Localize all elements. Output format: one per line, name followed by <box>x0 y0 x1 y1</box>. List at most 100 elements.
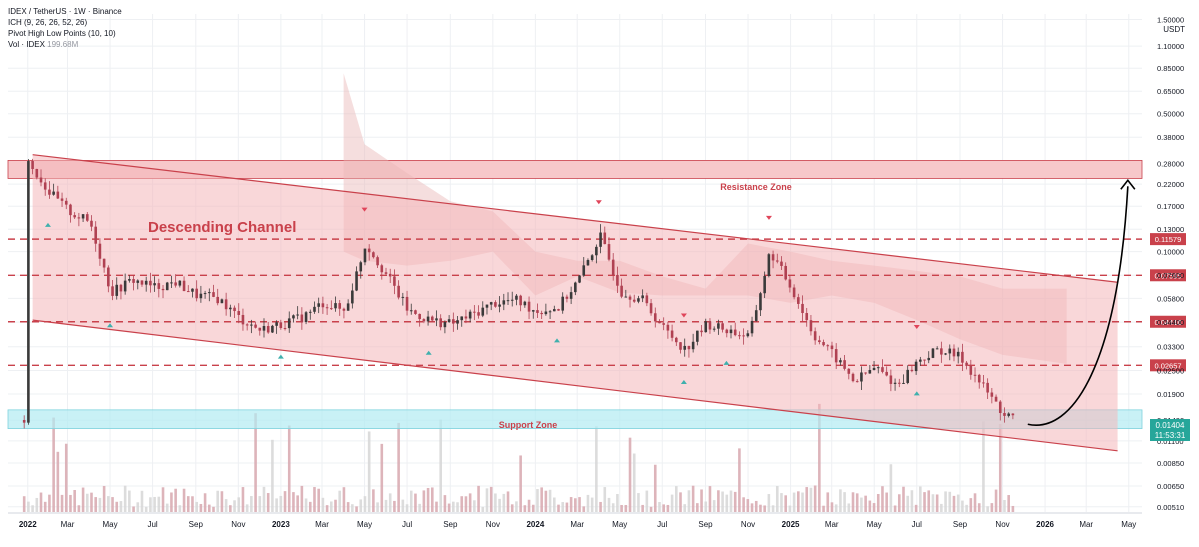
channel-fill <box>32 154 1118 451</box>
candle-body <box>582 265 586 276</box>
volume-bar <box>897 494 901 512</box>
volume-bar <box>191 496 194 512</box>
candle-body <box>687 345 691 350</box>
candle-body <box>48 189 51 195</box>
volume-bar <box>1007 495 1010 512</box>
volume-bar <box>506 491 510 512</box>
volume-bar <box>986 506 989 512</box>
volume-bar <box>313 487 316 512</box>
volume-bar <box>300 485 304 512</box>
volume-bar <box>464 496 468 512</box>
volume-bar <box>876 493 880 512</box>
x-tick-label: Jul <box>912 520 922 529</box>
volume-bar <box>317 488 320 512</box>
volume-bar <box>569 497 573 512</box>
volume-bar <box>102 485 106 512</box>
candle-body <box>182 280 186 292</box>
volume-bar <box>325 505 329 512</box>
candle-body <box>460 316 464 321</box>
volume-bar <box>456 502 459 512</box>
candle-body <box>64 200 68 205</box>
candle-body <box>956 351 960 357</box>
volume-bar <box>346 502 350 512</box>
pivot-indicator-label[interactable]: Pivot High Low Points (10, 10) <box>8 29 116 38</box>
bar-countdown: 11:53:31 <box>1155 431 1186 440</box>
volume-bar <box>426 487 430 512</box>
candle-body <box>855 381 859 383</box>
volume-bar <box>653 464 657 512</box>
pivot-low-marker <box>425 350 432 355</box>
x-tick-label: Nov <box>231 520 245 529</box>
candle-body <box>506 300 510 302</box>
volume-bar <box>241 487 245 512</box>
volume-bar <box>388 493 392 512</box>
time-axis[interactable]: 2022 Mar May Jul Sep Nov 2023 Mar May Jul Sep Nov 20… <box>8 512 1142 529</box>
volume-bar <box>342 487 346 512</box>
candle-body <box>237 311 241 315</box>
volume-bar <box>599 501 602 512</box>
volume-bar <box>860 497 863 512</box>
y-tick-label: 0.00850 <box>1157 459 1184 468</box>
x-tick-label: Jul <box>402 520 412 529</box>
volume-bar <box>22 496 26 512</box>
candle-body <box>149 280 152 286</box>
channel-lower-line <box>32 319 1118 452</box>
candle-body <box>733 329 737 336</box>
volume-bar <box>813 485 817 512</box>
y-tick-label: 0.17000 <box>1157 202 1184 211</box>
volume-bar <box>940 503 943 512</box>
candle-body <box>759 293 762 311</box>
candle-body <box>296 314 299 316</box>
candle-body <box>271 325 274 333</box>
candle-body <box>834 349 838 363</box>
candle-body <box>69 204 72 216</box>
candle-body <box>195 288 198 299</box>
descending-channel <box>32 154 1118 452</box>
candle-body <box>220 299 224 304</box>
candle-body <box>603 232 607 245</box>
candle-body <box>902 382 905 384</box>
volume-bar <box>801 492 804 512</box>
candle-body <box>998 401 1002 414</box>
candle-body <box>447 319 451 323</box>
candle-body <box>1011 413 1015 416</box>
candle-body <box>961 351 964 363</box>
candle-body <box>367 248 371 253</box>
volume-bar <box>161 487 165 512</box>
candle-body <box>704 321 708 333</box>
candle-body <box>435 318 438 321</box>
volume-bar <box>31 505 34 512</box>
candle-body <box>860 372 863 382</box>
volume-bar <box>393 500 396 512</box>
volume-bar <box>123 485 127 512</box>
volume-bar <box>763 505 766 512</box>
symbol-title[interactable]: IDEX / TetherUS · 1W · Binance <box>8 7 122 16</box>
y-tick-label: 1.10000 <box>1157 42 1184 51</box>
volume-bar <box>855 493 859 512</box>
ichimoku-indicator-label[interactable]: ICH (9, 26, 26, 52, 26) <box>8 18 88 27</box>
price-axis[interactable]: 1.50000 1.10000 0.85000 0.65000 0.50000 0.380… <box>1157 16 1184 512</box>
volume-bar <box>439 419 442 512</box>
volume-bar <box>380 443 384 512</box>
volume-bar <box>582 506 586 512</box>
volume-bar <box>864 495 867 512</box>
volume-bar <box>994 489 998 512</box>
candle-body <box>107 267 110 287</box>
volume-bar <box>624 505 628 512</box>
candle-body <box>1007 413 1010 416</box>
volume-indicator-label[interactable]: Vol · IDEX 199.68M <box>8 39 122 50</box>
volume-bar <box>872 503 876 512</box>
candle-body <box>342 308 346 311</box>
volume-bar <box>818 403 821 512</box>
y-tick-label: 0.02500 <box>1157 367 1184 376</box>
candle-body <box>889 375 893 384</box>
candle-body <box>628 296 632 300</box>
volume-bar <box>199 503 203 512</box>
candle-body <box>473 311 476 313</box>
candle-body <box>990 392 994 397</box>
volume-bar <box>69 494 72 512</box>
candle-body <box>304 312 308 323</box>
candle-body <box>944 353 947 355</box>
